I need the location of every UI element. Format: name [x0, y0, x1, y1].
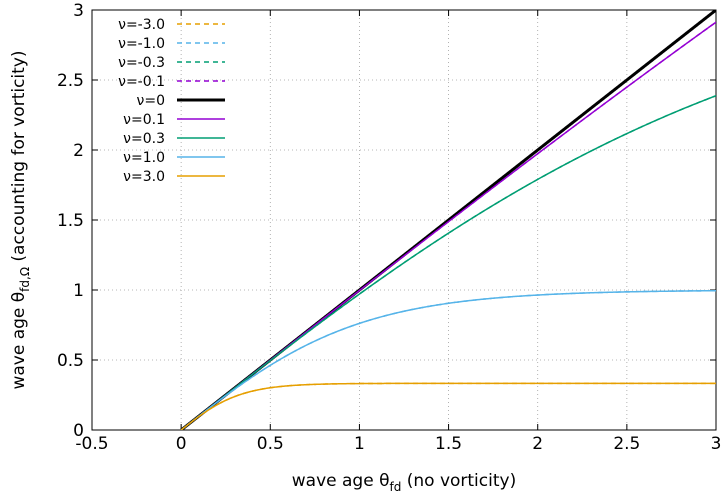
series-line-8 [180, 382, 716, 430]
y-tick-label: 0.5 [57, 351, 84, 371]
x-tick-label: 1.5 [435, 434, 462, 454]
series-line-7 [180, 289, 716, 430]
legend-label: ν=0.3 [123, 131, 165, 147]
legend-label: ν=-0.3 [118, 55, 165, 71]
series-line-6 [180, 95, 716, 430]
x-axis-label: wave age θfd (no vorticity) [292, 471, 516, 494]
grid [92, 10, 716, 430]
x-tick-label: 2 [532, 434, 543, 454]
legend-label: ν=0 [137, 93, 165, 109]
legend-label: ν=-0.1 [118, 74, 165, 90]
legend-label: ν=-3.0 [118, 17, 165, 33]
legend-label: ν=0.1 [123, 112, 165, 128]
series-lines [180, 10, 716, 430]
legend-label: ν=1.0 [123, 150, 165, 166]
legend-label: ν=-1.0 [118, 36, 165, 52]
y-tick-label: 1 [73, 281, 84, 301]
x-tick-label: 2.5 [613, 434, 640, 454]
legend: ν=-3.0 ν=-1.0 ν=-0.3 ν=-0.1 ν=0 ν=0.1 ν=0.3 ν=1… [118, 17, 225, 185]
y-tick-label: 3 [73, 1, 84, 21]
y-tick-label: 0 [73, 421, 84, 441]
x-tick-label: -0.5 [75, 434, 108, 454]
x-tick-label: 1 [354, 434, 365, 454]
legend-label: ν=3.0 [123, 169, 165, 185]
y-tick-label: 2 [73, 141, 84, 161]
y-tick-label: 1.5 [57, 211, 84, 231]
y-tick-label: 2.5 [57, 71, 84, 91]
x-tick-label: 3 [711, 434, 722, 454]
axis-ticks: -0.5 0 0.5 1 1.5 2 2.5 300.511.522.53 [57, 1, 721, 454]
x-tick-label: 0 [176, 434, 187, 454]
x-tick-label: 0.5 [257, 434, 284, 454]
y-axis-label: wave age θfd,Ω (accounting for vorticity… [9, 50, 32, 389]
